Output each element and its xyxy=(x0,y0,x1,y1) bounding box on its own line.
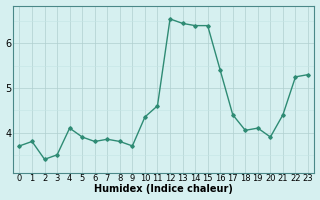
X-axis label: Humidex (Indice chaleur): Humidex (Indice chaleur) xyxy=(94,184,233,194)
